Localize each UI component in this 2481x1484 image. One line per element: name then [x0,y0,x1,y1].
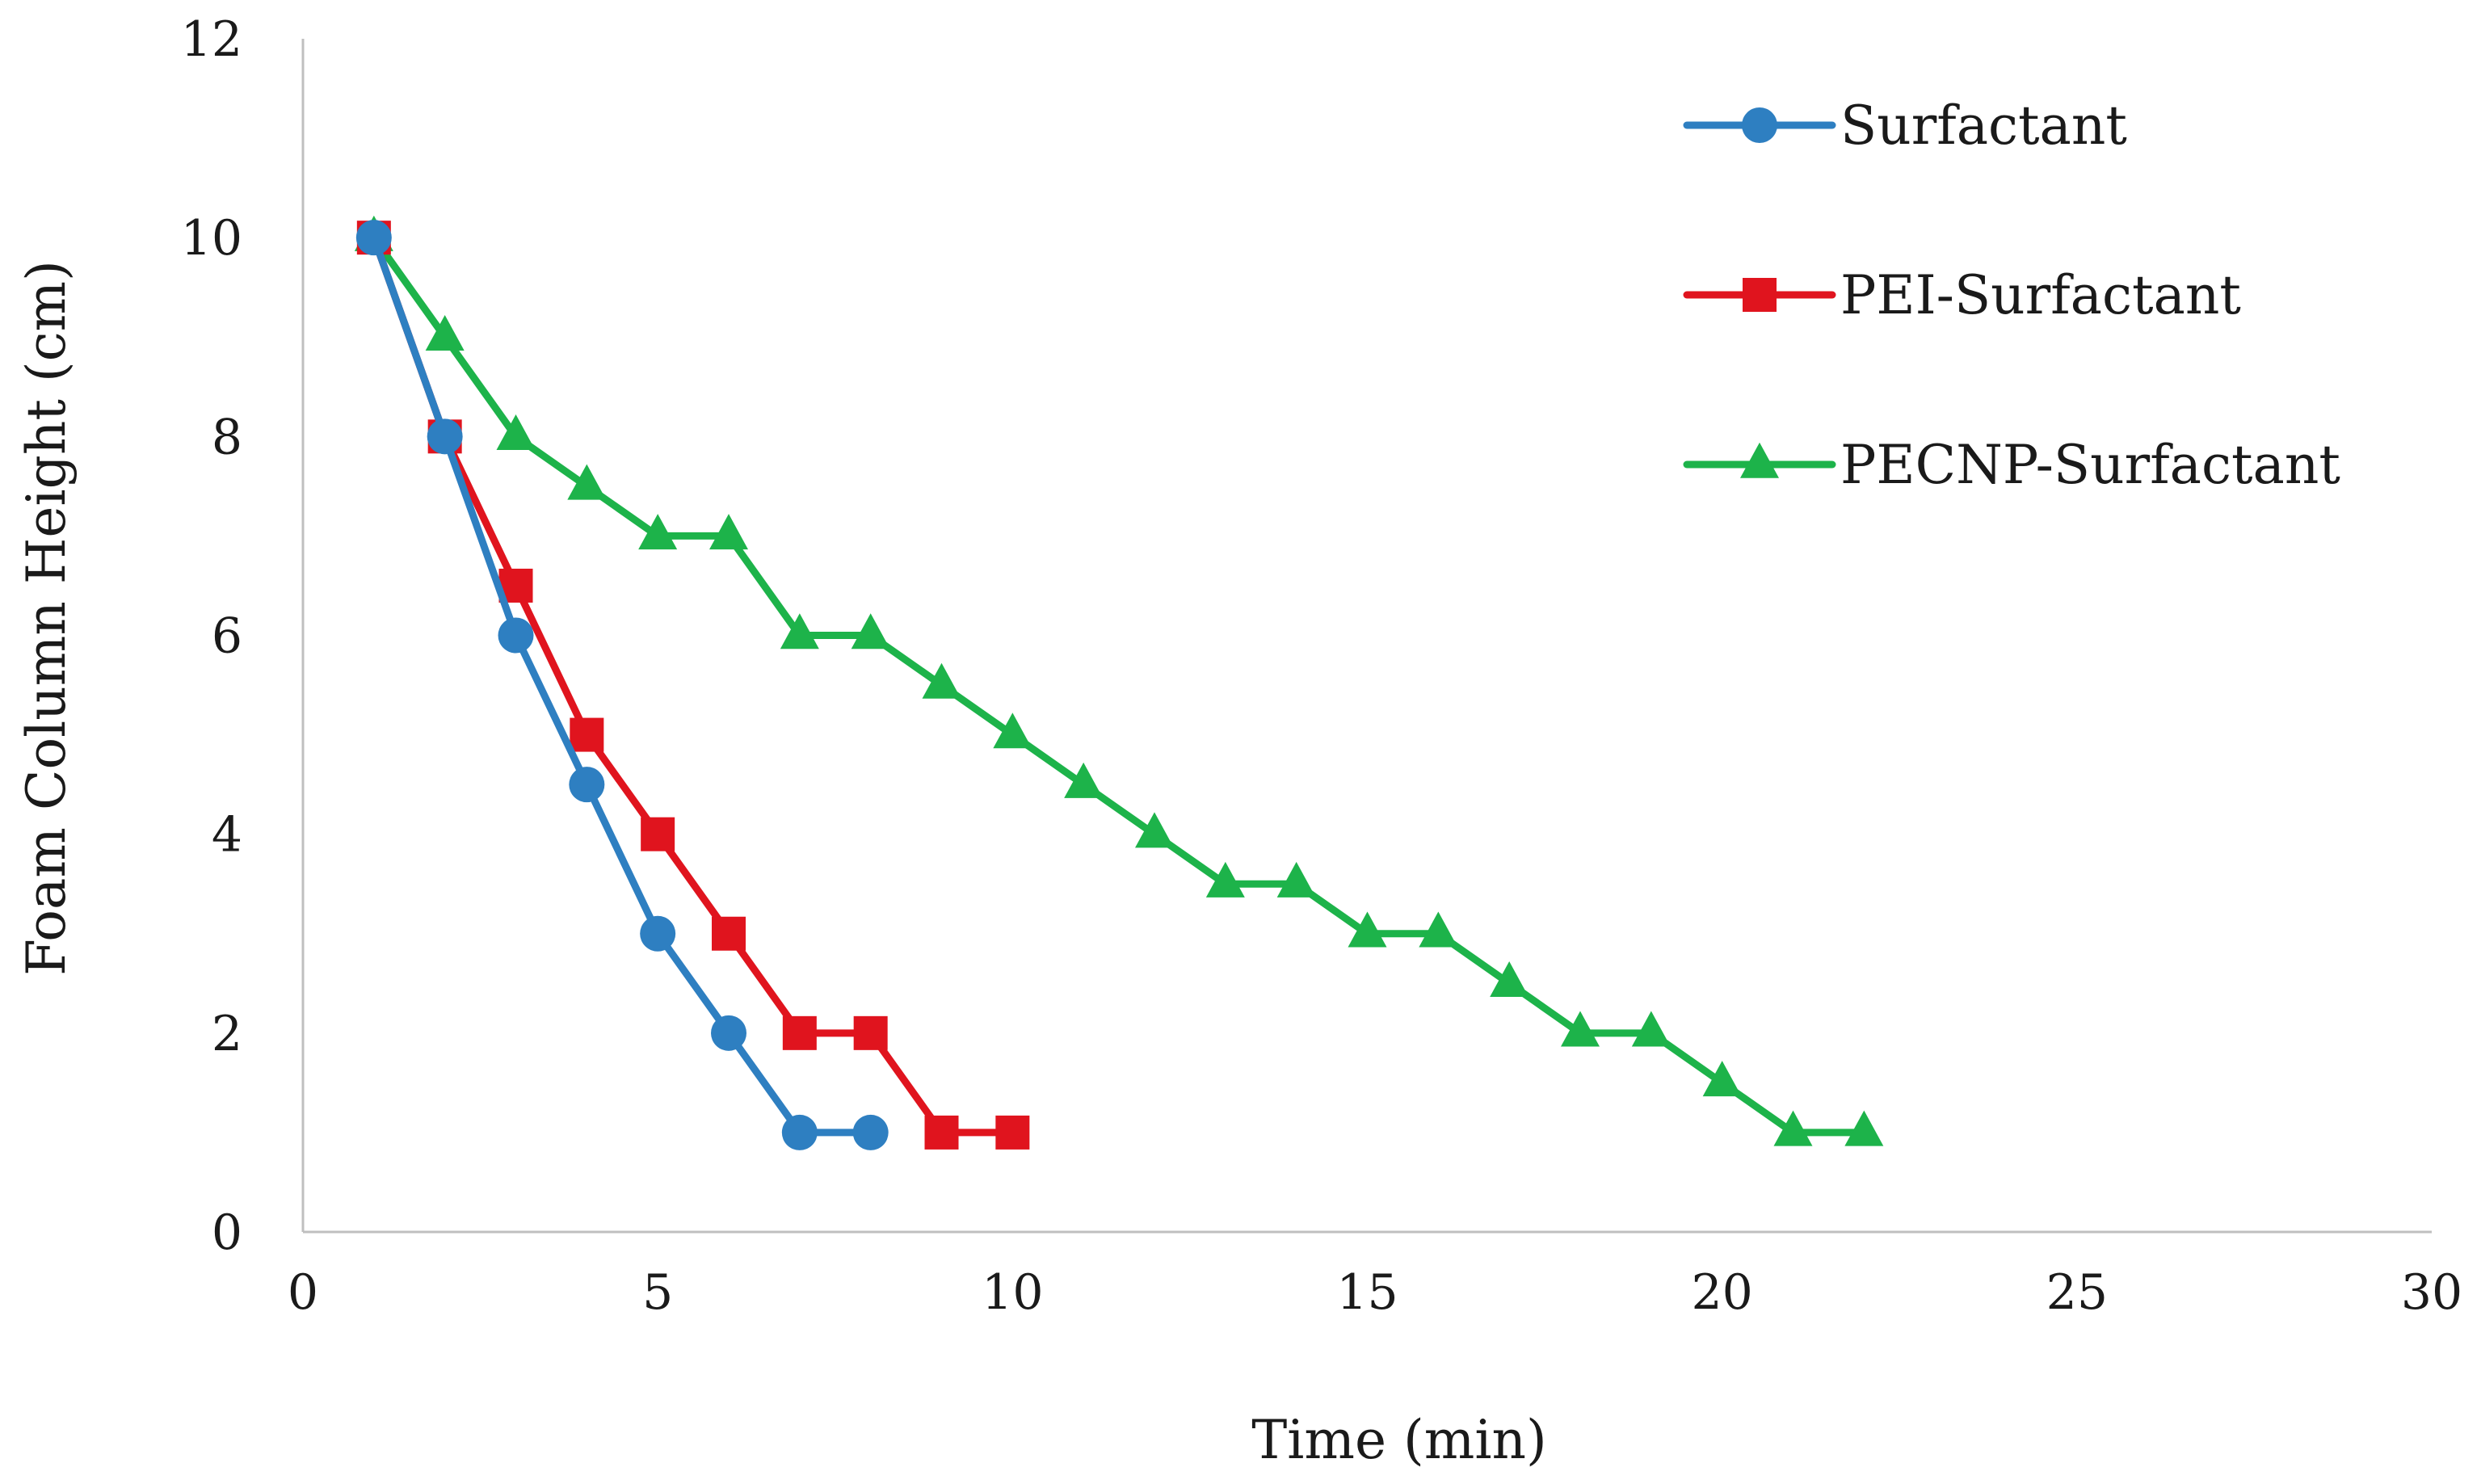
data-point-surfactant [640,915,676,952]
data-point-pecnp-surfactant [496,414,536,451]
y-tick-label: 8 [212,409,242,465]
legend-label: PECNP-Surfactant [1840,434,2340,496]
data-point-pecnp-surfactant [638,514,678,550]
data-point-pecnp-surfactant [425,314,465,351]
y-tick-label: 2 [212,1006,242,1062]
data-point-pecnp-surfactant [1419,911,1458,948]
legend-marker-circle [1742,107,1777,143]
y-tick-label: 6 [212,608,242,665]
data-point-pecnp-surfactant [993,713,1032,749]
series-pecnp-surfactant [354,215,1884,1146]
data-point-surfactant [852,1114,889,1150]
x-tick-label: 0 [288,1264,318,1321]
legend-entry-pecnp-surfactant: PECNP-Surfactant [1683,434,2340,496]
data-point-pei-surfactant [924,1115,959,1150]
data-point-pei-surfactant [570,717,604,752]
data-point-surfactant [498,617,534,654]
data-point-pei-surfactant [853,1015,888,1050]
data-point-pecnp-surfactant [780,613,819,650]
data-point-pecnp-surfactant [922,662,961,699]
x-tick-label: 15 [1336,1264,1398,1321]
series-line-pei-surfactant [370,233,1016,1137]
x-tick-label: 30 [2401,1264,2462,1321]
x-tick-label: 10 [982,1264,1043,1321]
data-point-pecnp-surfactant [1276,861,1316,898]
data-point-pei-surfactant [782,1015,817,1050]
data-point-pecnp-surfactant [1773,1110,1813,1146]
data-point-pecnp-surfactant [1064,762,1104,798]
data-point-surfactant [569,767,605,803]
data-point-pecnp-surfactant [851,613,890,650]
legend-label: Surfactant [1840,95,2127,157]
data-point-surfactant [711,1015,746,1051]
y-tick-label: 12 [181,11,242,68]
series-line-pecnp-surfactant [370,233,1868,1137]
legend-marker-triangle [1740,442,1779,478]
data-point-pecnp-surfactant [1561,1011,1600,1047]
y-tick-label: 0 [212,1204,242,1261]
data-point-pei-surfactant [995,1115,1030,1150]
legend-marker-square [1743,278,1777,312]
y-tick-label: 4 [212,807,242,864]
legend: Surfactant PEI-Surfactant PECNP-Surfactant [1683,95,2340,496]
y-axis-title: Foam Column Height (cm) [15,260,78,976]
data-point-pecnp-surfactant [1844,1110,1884,1146]
x-tick-label: 5 [642,1264,673,1321]
data-point-pecnp-surfactant [1631,1011,1671,1047]
x-axis-title: Time (min) [1251,1409,1546,1471]
data-point-pei-surfactant [641,817,675,851]
series-layer [354,215,1884,1150]
data-point-pecnp-surfactant [1348,911,1387,948]
data-point-pecnp-surfactant [1205,861,1245,898]
data-point-pei-surfactant [712,916,746,951]
x-tick-label: 25 [2046,1264,2108,1321]
data-point-surfactant [781,1114,818,1150]
series-line-surfactant [370,233,875,1137]
x-tick-label: 20 [1691,1264,1752,1321]
series-surfactant [355,220,889,1150]
legend-entry-pei-surfactant: PEI-Surfactant [1683,264,2241,326]
legend-label: PEI-Surfactant [1840,264,2241,326]
data-point-pecnp-surfactant [709,514,748,550]
data-point-pecnp-surfactant [1490,961,1529,998]
data-point-pecnp-surfactant [1702,1061,1742,1097]
axes: 0 5 10 15 20 25 30 0 2 4 6 8 10 12 [181,11,2463,1321]
data-point-surfactant [355,220,392,256]
data-point-pecnp-surfactant [567,464,607,500]
data-point-surfactant [427,418,463,455]
y-tick-label: 10 [181,210,242,267]
legend-entry-surfactant: Surfactant [1683,95,2127,157]
data-point-pecnp-surfactant [1135,812,1174,848]
